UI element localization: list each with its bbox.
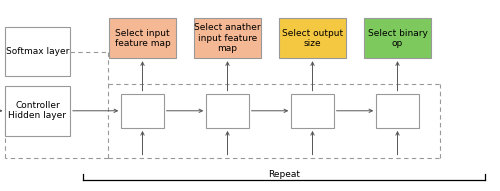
FancyBboxPatch shape bbox=[108, 18, 176, 58]
FancyBboxPatch shape bbox=[121, 94, 164, 128]
FancyBboxPatch shape bbox=[194, 18, 261, 58]
Text: Select input
feature map: Select input feature map bbox=[114, 28, 170, 48]
FancyBboxPatch shape bbox=[279, 18, 346, 58]
Text: Repeat: Repeat bbox=[268, 170, 300, 179]
FancyBboxPatch shape bbox=[5, 86, 70, 136]
FancyBboxPatch shape bbox=[376, 94, 419, 128]
Text: Select output
size: Select output size bbox=[282, 28, 343, 48]
FancyBboxPatch shape bbox=[364, 18, 431, 58]
Text: Controller
Hidden layer: Controller Hidden layer bbox=[8, 101, 66, 121]
Text: Select anather
input feature
map: Select anather input feature map bbox=[194, 23, 261, 53]
FancyBboxPatch shape bbox=[206, 94, 249, 128]
Text: Select binary
op: Select binary op bbox=[368, 28, 428, 48]
FancyBboxPatch shape bbox=[5, 27, 70, 76]
Text: Softmax layer: Softmax layer bbox=[6, 47, 69, 56]
FancyBboxPatch shape bbox=[291, 94, 334, 128]
